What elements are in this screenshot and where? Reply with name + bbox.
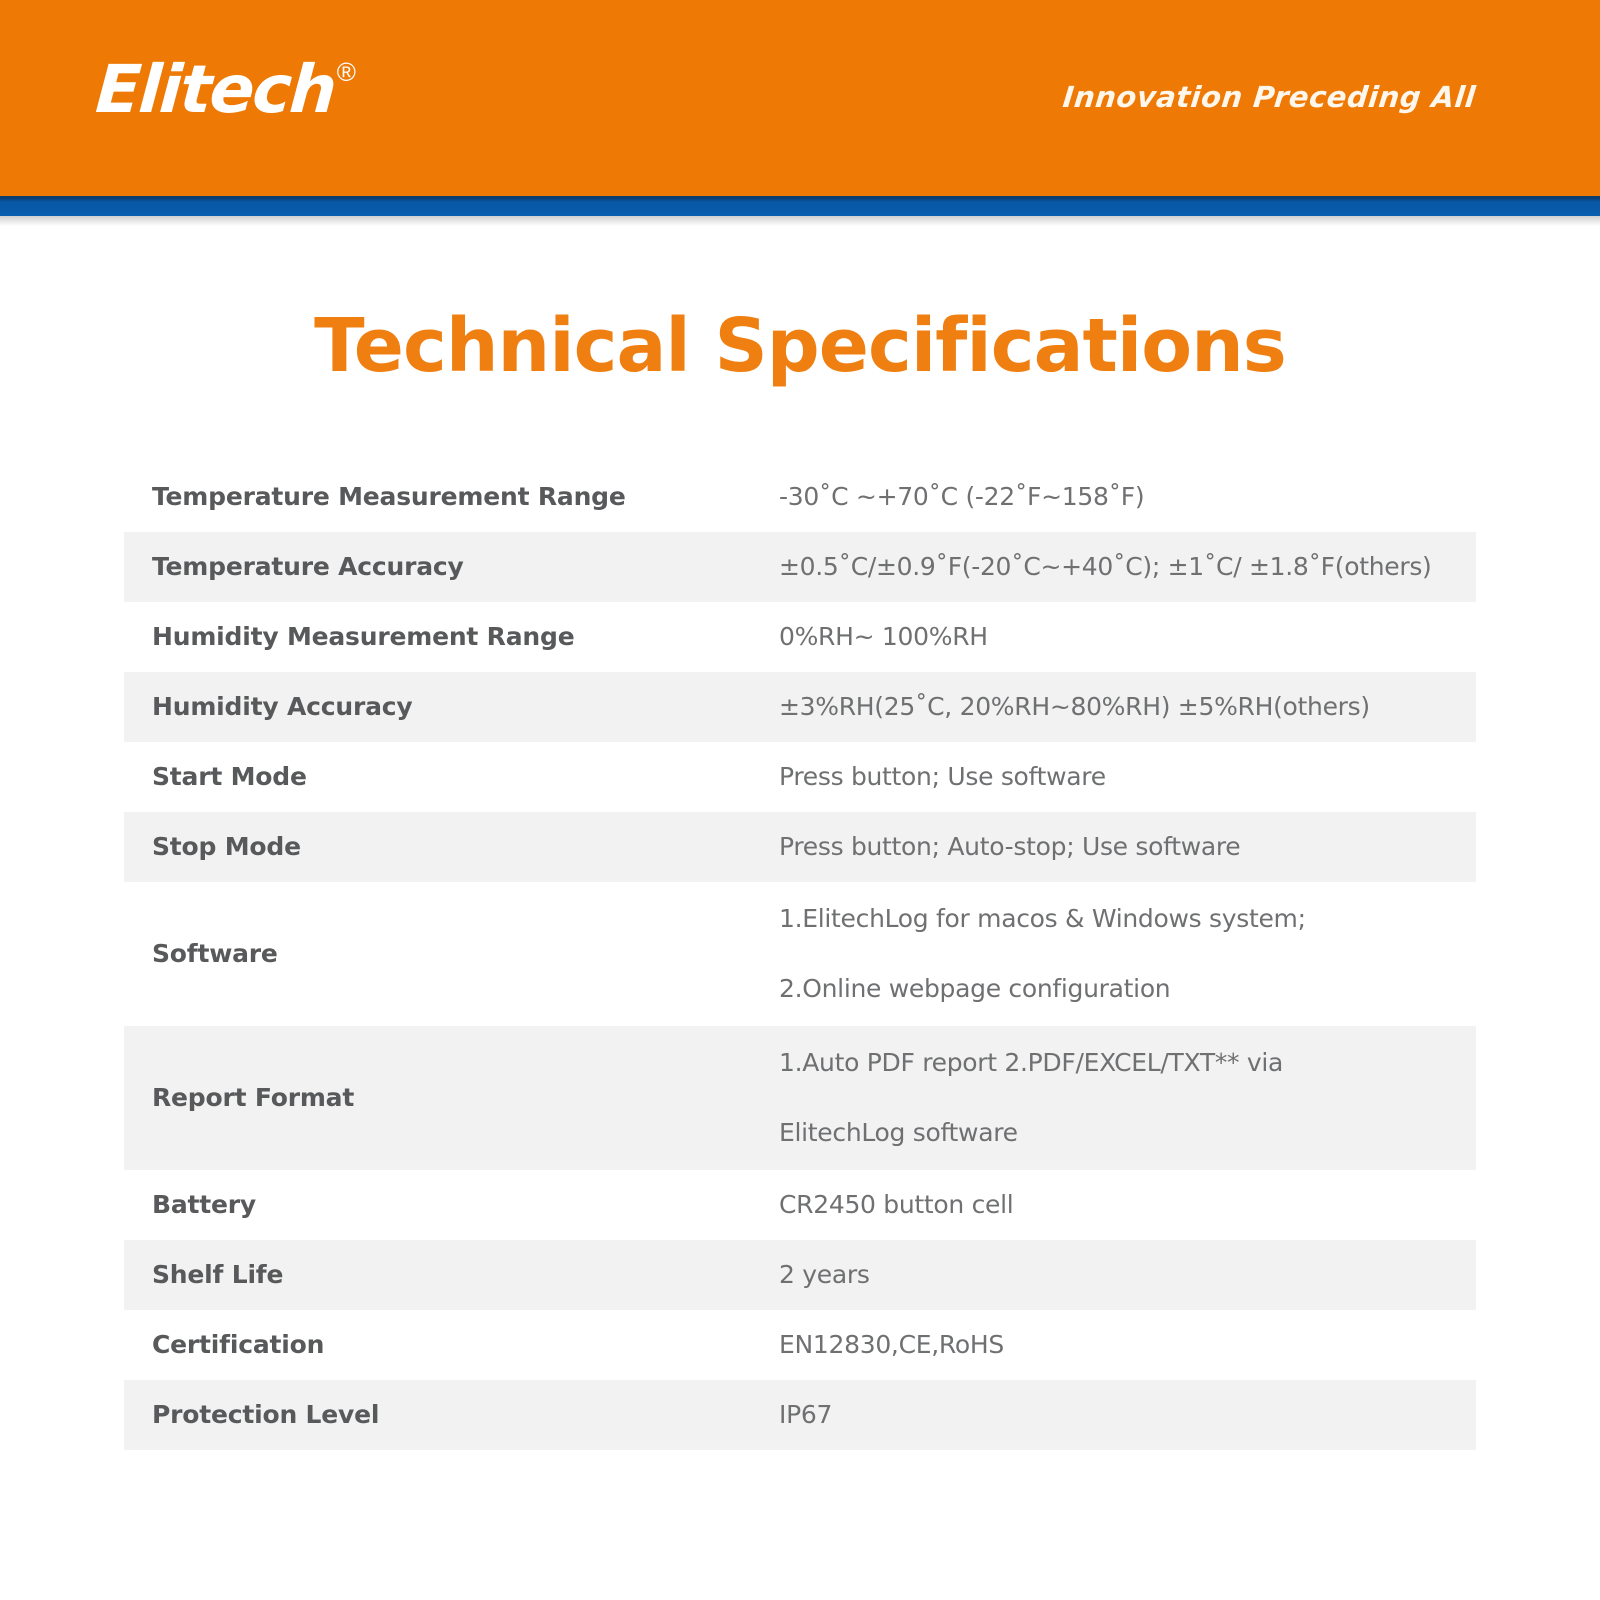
brand-tagline: Innovation Preceding All	[1061, 80, 1478, 114]
spec-label: Protection Level	[152, 1400, 380, 1429]
spec-value-line: Press button; Use software	[779, 762, 1106, 791]
spec-value-line: CR2450 button cell	[779, 1190, 1014, 1219]
spec-value-line: -30˚C ~+70˚C (-22˚F~158˚F)	[779, 482, 1145, 511]
spec-value: 2 years	[779, 1240, 1476, 1310]
page-title: Technical Specifications	[314, 303, 1287, 389]
spec-label: Humidity Accuracy	[152, 692, 413, 721]
spec-label: Start Mode	[152, 762, 307, 791]
spec-row: Temperature Accuracy ±0.5˚C/±0.9˚F(-20˚C~…	[124, 532, 1476, 602]
spec-row: Temperature Measurement Range -30˚C ~+70˚…	[124, 462, 1476, 532]
spec-row: Start Mode Press button; Use software	[124, 742, 1476, 812]
brand-header: Elitech ® Innovation Preceding All	[0, 0, 1600, 196]
spec-label: Shelf Life	[152, 1260, 284, 1289]
spec-value: 1.ElitechLog for macos & Windows system;…	[779, 882, 1476, 1026]
spec-row: Humidity Measurement Range 0%RH~ 100%RH	[124, 602, 1476, 672]
spec-value-line: Press button; Auto-stop; Use software	[779, 832, 1241, 861]
spec-value-line: ±0.5˚C/±0.9˚F(-20˚C~+40˚C); ±1˚C/ ±1.8˚F…	[779, 552, 1432, 581]
spec-row: Certification EN12830,CE,RoHS	[124, 1310, 1476, 1380]
spec-label: Humidity Measurement Range	[152, 622, 575, 651]
spec-value-line: IP67	[779, 1400, 833, 1429]
spec-value-line: 1.ElitechLog for macos & Windows system;	[779, 904, 1306, 933]
spec-table-body: Temperature Measurement Range -30˚C ~+70˚…	[124, 462, 1476, 1450]
spec-label: Report Format	[152, 1083, 355, 1112]
spec-label: Battery	[152, 1190, 257, 1219]
spec-row: Report Format 1.Auto PDF report 2.PDF/EXC…	[124, 1026, 1476, 1170]
spec-label: Temperature Accuracy	[152, 552, 464, 581]
spec-value: 1.Auto PDF report 2.PDF/EXCEL/TXT** via E…	[779, 1026, 1476, 1170]
spec-value-line: 1.Auto PDF report 2.PDF/EXCEL/TXT** via	[779, 1048, 1284, 1077]
spec-label: Software	[152, 939, 278, 968]
spec-value-line: 2.Online webpage configuration	[779, 974, 1171, 1003]
spec-label: Stop Mode	[152, 832, 301, 861]
spec-row: Stop Mode Press button; Auto-stop; Use so…	[124, 812, 1476, 882]
header-blue-rule	[0, 196, 1600, 216]
spec-label: Certification	[152, 1330, 325, 1359]
spec-row: Shelf Life 2 years	[124, 1240, 1476, 1310]
spec-value: Press button; Use software	[779, 742, 1476, 812]
spec-value: ±0.5˚C/±0.9˚F(-20˚C~+40˚C); ±1˚C/ ±1.8˚F…	[779, 532, 1476, 602]
spec-value-line: ±3%RH(25˚C, 20%RH~80%RH) ±5%RH(others)	[779, 692, 1370, 721]
spec-value: Press button; Auto-stop; Use software	[779, 812, 1476, 882]
spec-value-line: ElitechLog software	[779, 1118, 1018, 1147]
spec-value: CR2450 button cell	[779, 1170, 1476, 1240]
spec-value: ±3%RH(25˚C, 20%RH~80%RH) ±5%RH(others)	[779, 672, 1476, 742]
elitech-logo: Elitech ®	[93, 51, 356, 128]
logo-wordmark: Elitech	[93, 51, 338, 128]
spec-value: EN12830,CE,RoHS	[779, 1310, 1476, 1380]
spec-value-line: EN12830,CE,RoHS	[779, 1330, 1004, 1359]
spec-value: 0%RH~ 100%RH	[779, 602, 1476, 672]
technical-specifications-table: Temperature Measurement Range -30˚C ~+70˚…	[124, 462, 1476, 1450]
spec-row: Software 1.ElitechLog for macos & Windows…	[124, 882, 1476, 1026]
spec-row: Humidity Accuracy ±3%RH(25˚C, 20%RH~80%RH…	[124, 672, 1476, 742]
header-shadow	[0, 216, 1600, 226]
spec-row: Protection Level IP67	[124, 1380, 1476, 1450]
spec-value: IP67	[779, 1380, 1476, 1450]
spec-value-line: 2 years	[779, 1260, 870, 1289]
spec-value: -30˚C ~+70˚C (-22˚F~158˚F)	[779, 462, 1476, 532]
spec-label: Temperature Measurement Range	[152, 482, 626, 511]
spec-value-line: 0%RH~ 100%RH	[779, 622, 988, 651]
spec-row: Battery CR2450 button cell	[124, 1170, 1476, 1240]
registered-trademark-icon: ®	[336, 57, 356, 87]
